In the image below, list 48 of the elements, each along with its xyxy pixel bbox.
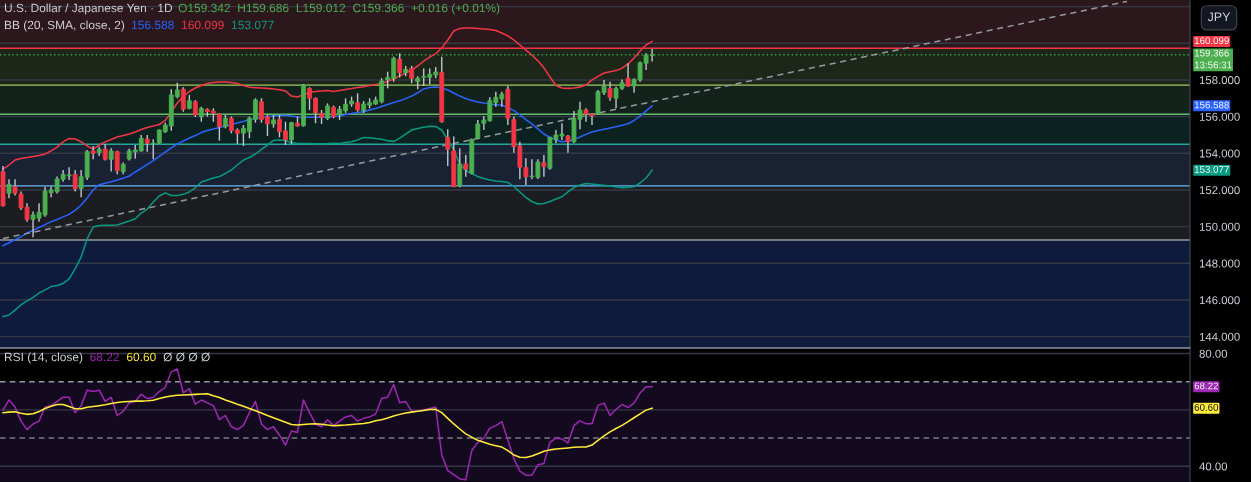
y-tick-label: 154.000	[1199, 149, 1240, 158]
candlestick	[180, 86, 186, 113]
annotation: +0.016 (+0.01%)	[411, 3, 500, 15]
y-tick-label: 158.000	[1199, 76, 1240, 85]
annotation: Ø Ø Ø Ø	[163, 352, 210, 362]
y-tick-label: 148.000	[1199, 259, 1240, 268]
text: 156.588	[1194, 101, 1229, 109]
text: 160.099	[1194, 37, 1229, 45]
text: 60.60	[1194, 403, 1219, 411]
y-tick-label: 144.000	[1199, 332, 1240, 341]
annotation: C159.366	[353, 3, 404, 13]
line-series	[2, 86, 653, 247]
candlestick	[445, 128, 451, 167]
annotation: 160.099	[182, 20, 224, 30]
ref-line-label: 159.366 13:56:31	[1194, 49, 1232, 69]
annotation: 156.588	[132, 20, 174, 30]
text: 68.22	[1194, 382, 1219, 390]
annotation: H159.686	[238, 3, 289, 13]
candlestick	[457, 147, 463, 188]
y-tick-label: 80.00	[1199, 349, 1228, 358]
candlestick	[108, 147, 114, 173]
candlestick	[625, 62, 631, 88]
y-tick-label: 40.00	[1199, 462, 1228, 471]
y-tick-label: 152.000	[1199, 186, 1240, 195]
chart-title: RSI (14, close)	[4, 352, 83, 364]
line-series	[2, 393, 653, 459]
candlestick	[541, 154, 547, 178]
annotation: 68.22	[90, 352, 119, 362]
y-tick-label: 146.000	[1199, 296, 1240, 305]
candlestick	[72, 169, 78, 193]
candlestick	[90, 145, 96, 161]
line-series	[2, 368, 653, 481]
candlestick	[607, 81, 613, 102]
y-tick-label: 156.000	[1199, 112, 1240, 121]
y-tick-label: 150.000	[1199, 222, 1240, 231]
candlestick	[355, 92, 360, 113]
candlestick	[6, 178, 12, 199]
candlestick	[463, 154, 469, 178]
chart-title: U.S. Dollar / Japanese Yen · 1D	[4, 3, 173, 15]
y-axis-title: JPY	[1207, 12, 1231, 22]
annotation: 60.60	[126, 352, 156, 362]
candlestick	[397, 52, 403, 79]
annotation: O159.342	[178, 3, 230, 13]
text: BB (20, SMA, close, 2)	[4, 20, 125, 32]
text: 153.077	[1194, 165, 1229, 173]
annotation: L159.012	[296, 3, 346, 13]
candlestick	[216, 112, 222, 142]
annotation: 153.077	[232, 20, 274, 30]
